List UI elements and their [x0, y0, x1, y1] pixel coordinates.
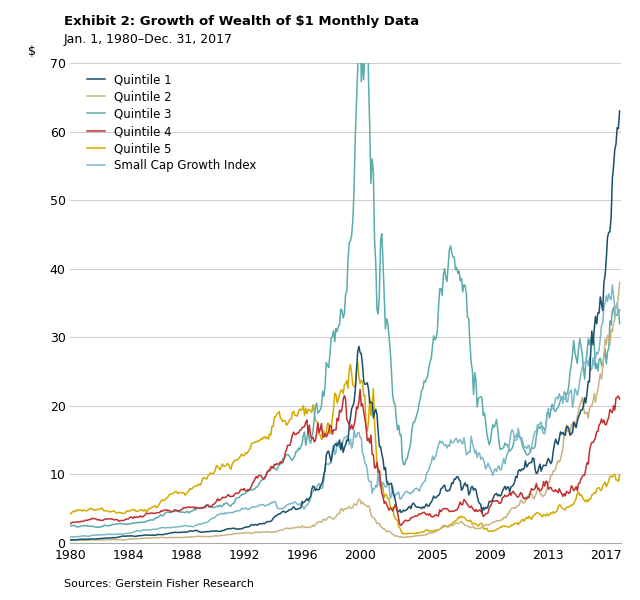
Quintile 3 [347, 238, 355, 245]
Line: Quintile 5: Quintile 5 [70, 362, 620, 534]
Small Cap Growth Index [347, 436, 355, 443]
Quintile 3 [560, 395, 568, 403]
Y-axis label: $: $ [28, 45, 36, 58]
Line: Quintile 3: Quintile 3 [70, 7, 620, 527]
Quintile 1 [70, 536, 78, 544]
Text: Exhibit 2: Growth of Wealth of $1 Monthly Data: Exhibit 2: Growth of Wealth of $1 Monthl… [64, 15, 419, 28]
Quintile 1 [616, 107, 623, 115]
Quintile 4 [355, 398, 363, 406]
Small Cap Growth Index [616, 306, 623, 313]
Quintile 5 [308, 409, 316, 416]
Quintile 4 [356, 386, 364, 393]
Small Cap Growth Index [309, 488, 317, 495]
Legend: Quintile 1, Quintile 2, Quintile 3, Quintile 4, Quintile 5, Small Cap Growth Ind: Quintile 1, Quintile 2, Quintile 3, Quin… [87, 74, 257, 172]
Quintile 5 [560, 506, 568, 513]
Quintile 3 [616, 320, 623, 327]
Quintile 3 [356, 4, 364, 11]
Quintile 5 [532, 509, 540, 517]
Quintile 5 [402, 530, 410, 538]
Quintile 3 [358, 78, 365, 85]
Quintile 4 [346, 421, 353, 428]
Quintile 2 [347, 505, 355, 512]
Quintile 5 [354, 358, 362, 365]
Small Cap Growth Index [531, 428, 539, 435]
Quintile 4 [616, 395, 623, 403]
Quintile 1 [531, 466, 539, 473]
Quintile 1 [347, 414, 355, 421]
Quintile 3 [309, 428, 317, 435]
Quintile 4 [397, 522, 405, 529]
Quintile 4 [67, 520, 74, 527]
Small Cap Growth Index [609, 281, 616, 289]
Quintile 2 [616, 279, 623, 286]
Quintile 2 [67, 537, 74, 544]
Small Cap Growth Index [69, 533, 77, 541]
Quintile 3 [95, 524, 103, 531]
Text: Sources: Gerstein Fisher Research: Sources: Gerstein Fisher Research [64, 579, 254, 589]
Quintile 2 [559, 445, 566, 452]
Line: Small Cap Growth Index: Small Cap Growth Index [70, 285, 620, 537]
Quintile 3 [532, 433, 540, 440]
Line: Quintile 1: Quintile 1 [70, 111, 620, 540]
Quintile 1 [67, 536, 74, 544]
Quintile 5 [616, 471, 623, 478]
Quintile 5 [346, 367, 353, 374]
Small Cap Growth Index [559, 400, 566, 407]
Quintile 1 [337, 446, 344, 454]
Small Cap Growth Index [356, 434, 364, 441]
Small Cap Growth Index [67, 533, 74, 541]
Quintile 4 [560, 490, 568, 497]
Quintile 5 [67, 510, 74, 517]
Quintile 5 [336, 391, 344, 398]
Quintile 2 [309, 521, 317, 529]
Quintile 4 [308, 435, 316, 442]
Quintile 1 [559, 429, 566, 436]
Text: Jan. 1, 1980–Dec. 31, 2017: Jan. 1, 1980–Dec. 31, 2017 [64, 33, 233, 46]
Quintile 2 [531, 493, 539, 500]
Quintile 2 [356, 496, 364, 503]
Quintile 4 [336, 407, 344, 414]
Quintile 5 [356, 380, 364, 387]
Quintile 1 [309, 482, 317, 490]
Quintile 1 [356, 349, 364, 356]
Line: Quintile 4: Quintile 4 [70, 389, 620, 526]
Small Cap Growth Index [337, 445, 344, 452]
Quintile 4 [532, 480, 540, 487]
Quintile 3 [67, 522, 74, 529]
Quintile 2 [337, 505, 344, 512]
Quintile 2 [72, 537, 80, 544]
Quintile 3 [337, 305, 344, 313]
Line: Quintile 2: Quintile 2 [70, 283, 620, 541]
